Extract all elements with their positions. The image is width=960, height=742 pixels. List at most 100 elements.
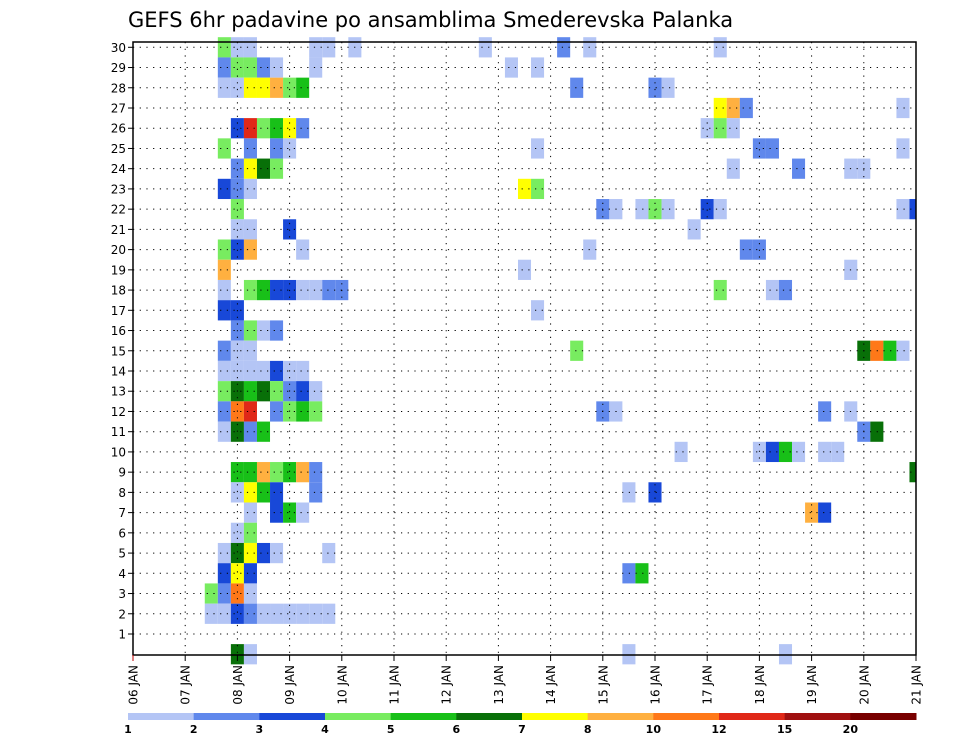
heatmap-cell (217, 178, 231, 200)
heatmap-cell (217, 542, 231, 564)
x-tick-label: 12 JAN (440, 665, 454, 705)
x-tick-label: 14 JAN (544, 665, 558, 705)
heatmap-cell (230, 462, 244, 483)
heatmap-cell (256, 279, 271, 301)
heatmap-cell (283, 77, 297, 98)
heatmap-cell (243, 603, 257, 624)
heatmap-cell (805, 502, 819, 523)
heatmap-cell (243, 401, 257, 422)
heatmap-cell (322, 37, 336, 58)
heatmap-cell (883, 340, 897, 361)
x-tick-label: 09 JAN (283, 665, 297, 705)
heatmap-cell (256, 57, 271, 78)
heatmap-cell (713, 199, 727, 220)
heatmap-cell (296, 239, 310, 260)
colorbar-swatch (653, 713, 720, 720)
y-tick-label: 13 (111, 385, 126, 399)
heatmap-cell (270, 279, 284, 301)
heatmap-cell (531, 300, 545, 321)
y-tick-label: 7 (118, 506, 126, 520)
heatmap-cell (270, 381, 284, 402)
heatmap-cell (217, 138, 231, 159)
heatmap-cell (909, 462, 916, 483)
colorbar-swatch (390, 713, 457, 720)
heatmap-cell (256, 320, 271, 341)
heatmap-cell (765, 441, 779, 463)
heatmap-cell (230, 644, 244, 665)
heatmap-cell (243, 239, 257, 260)
heatmap-cell (570, 77, 584, 98)
heatmap-cell (217, 77, 231, 98)
heatmap-cell (270, 77, 284, 98)
colorbar-tick-label: 3 (256, 723, 264, 736)
y-tick-label: 18 (111, 284, 126, 298)
heatmap-cell (230, 57, 244, 78)
heatmap-cell (217, 259, 231, 280)
heatmap-cell (270, 542, 284, 564)
y-tick-label: 1 (118, 628, 126, 642)
y-tick-label: 5 (118, 547, 126, 561)
heatmap-cell (531, 57, 545, 78)
heatmap-cell (752, 239, 766, 260)
colorbar-swatch (719, 713, 786, 720)
y-tick-label: 21 (111, 223, 126, 237)
x-tick-label: 17 JAN (701, 665, 715, 705)
y-tick-label: 8 (118, 486, 126, 500)
heatmap-cell (648, 482, 662, 503)
y-tick-label: 16 (111, 324, 126, 338)
heatmap-cell (517, 259, 532, 280)
heatmap-cell (322, 279, 336, 301)
heatmap-cell (230, 583, 244, 604)
heatmap-cell (283, 502, 297, 523)
colorbar-swatch (784, 713, 851, 720)
heatmap-cell (557, 37, 571, 58)
colorbar-swatch (325, 713, 392, 720)
heatmap-cell (296, 77, 310, 98)
y-tick-label: 22 (111, 203, 126, 217)
heatmap-cell (230, 77, 244, 98)
colorbar-tick-label: 4 (321, 723, 329, 736)
heatmap-cell (217, 37, 231, 58)
heatmap-cell (217, 239, 231, 260)
heatmap-cell (256, 482, 271, 503)
colorbar-tick-label: 2 (190, 723, 198, 736)
colorbar-tick-label: 12 (711, 723, 726, 736)
heatmap-cell (256, 381, 271, 402)
plot-frame (132, 41, 917, 656)
y-tick-label: 24 (111, 162, 126, 176)
colorbar-swatch (522, 713, 589, 720)
x-tick-label: 11 JAN (388, 665, 402, 705)
heatmap-cell (896, 97, 910, 119)
y-tick-label: 29 (111, 61, 126, 75)
heatmap-cell (270, 462, 284, 483)
x-tick-label: 10 JAN (335, 665, 349, 705)
heatmap-cell (778, 644, 793, 665)
heatmap-cell (270, 401, 284, 422)
heatmap-cell (243, 118, 257, 139)
heatmap-cell (309, 279, 323, 301)
heatmap-cell (661, 199, 675, 220)
heatmap-cell (243, 583, 257, 604)
y-tick-label: 25 (111, 142, 126, 156)
heatmap-cell (270, 482, 284, 503)
heatmap-cell (230, 239, 244, 260)
heatmap-cell (713, 118, 727, 139)
y-tick-label: 9 (118, 466, 126, 480)
heatmap-cell (230, 118, 244, 139)
y-tick-label: 14 (111, 364, 126, 378)
heatmap-cell (296, 462, 310, 483)
heatmap-cell (296, 502, 310, 523)
y-tick-label: 10 (111, 445, 126, 459)
heatmap-cell (687, 219, 701, 240)
y-tick-label: 17 (111, 304, 126, 318)
y-tick-label: 2 (118, 607, 126, 621)
x-tick-label: 13 JAN (492, 665, 506, 705)
colorbar-tick-label: 7 (518, 723, 526, 736)
heatmap-cell (243, 502, 257, 523)
heatmap-cell (478, 37, 492, 58)
colorbar-tick-label: 6 (453, 723, 461, 736)
x-tick-label: 16 JAN (649, 665, 663, 705)
heatmap-cell (256, 77, 271, 98)
heatmap-cell (309, 381, 323, 402)
